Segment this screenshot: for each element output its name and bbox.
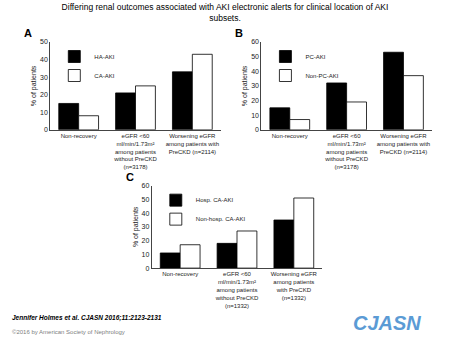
svg-text:% of patients: % of patients bbox=[30, 65, 38, 106]
svg-text:B: B bbox=[235, 27, 243, 39]
svg-text:eGFR <60ml/min/1.73m²among pat: eGFR <60ml/min/1.73m²among patientswitho… bbox=[215, 271, 259, 308]
svg-text:Worsening eGFRamong patients w: Worsening eGFRamong patients withPreCKD … bbox=[377, 133, 430, 155]
svg-text:Non-recovery: Non-recovery bbox=[61, 133, 97, 139]
svg-text:40: 40 bbox=[142, 210, 150, 217]
svg-text:0: 0 bbox=[145, 265, 149, 272]
svg-text:50: 50 bbox=[40, 38, 48, 45]
svg-text:Hosp. CA-AKI: Hosp. CA-AKI bbox=[196, 197, 234, 203]
svg-text:60: 60 bbox=[142, 182, 150, 189]
svg-text:Non-recovery: Non-recovery bbox=[162, 271, 198, 277]
svg-text:HA-AKI: HA-AKI bbox=[94, 54, 114, 60]
svg-text:% of patients: % of patients bbox=[241, 65, 249, 106]
svg-text:50: 50 bbox=[142, 196, 150, 203]
svg-text:% of patients: % of patients bbox=[132, 206, 140, 247]
svg-text:40: 40 bbox=[251, 68, 259, 75]
svg-text:0: 0 bbox=[44, 126, 48, 133]
svg-text:Non-PC-AKI: Non-PC-AKI bbox=[305, 73, 338, 79]
svg-text:Non-hosp. CA-AKI: Non-hosp. CA-AKI bbox=[196, 216, 246, 222]
svg-text:60: 60 bbox=[251, 38, 259, 45]
svg-text:50: 50 bbox=[251, 53, 259, 60]
svg-text:10: 10 bbox=[251, 112, 259, 119]
svg-text:20: 20 bbox=[142, 237, 150, 244]
svg-text:30: 30 bbox=[40, 74, 48, 81]
svg-text:10: 10 bbox=[40, 109, 48, 116]
svg-text:eGFR <60ml/min/1.73m²among pat: eGFR <60ml/min/1.73m²among patientswitho… bbox=[324, 133, 368, 170]
svg-text:10: 10 bbox=[142, 251, 150, 258]
svg-text:30: 30 bbox=[142, 223, 150, 230]
svg-text:CJASN: CJASN bbox=[353, 312, 421, 334]
svg-text:40: 40 bbox=[40, 56, 48, 63]
svg-text:Non-recovery: Non-recovery bbox=[272, 133, 308, 139]
svg-text:Jennifer Holmes et al. CJASN 2: Jennifer Holmes et al. CJASN 2016;11:212… bbox=[12, 314, 162, 322]
svg-text:0: 0 bbox=[255, 126, 259, 133]
svg-text:C: C bbox=[126, 171, 134, 183]
svg-text:PC-AKI: PC-AKI bbox=[305, 54, 325, 60]
svg-text:20: 20 bbox=[40, 91, 48, 98]
svg-text:A: A bbox=[24, 27, 32, 39]
svg-text:20: 20 bbox=[251, 97, 259, 104]
svg-text:Worsening eGFRamong patientswi: Worsening eGFRamong patientswith PreCKD(… bbox=[271, 271, 318, 300]
svg-text:©2016 by American Society of N: ©2016 by American Society of Nephrology bbox=[12, 329, 125, 335]
svg-text:30: 30 bbox=[251, 82, 259, 89]
svg-text:Differing renal outcomes assoc: Differing renal outcomes associated with… bbox=[62, 2, 389, 23]
svg-text:eGFR <60ml/min/1.73m²among pat: eGFR <60ml/min/1.73m²among patientswitho… bbox=[113, 133, 157, 170]
svg-text:CA-AKI: CA-AKI bbox=[94, 73, 114, 79]
svg-text:Worsening eGFRamong patients w: Worsening eGFRamong patients withPreCKD … bbox=[166, 133, 219, 155]
